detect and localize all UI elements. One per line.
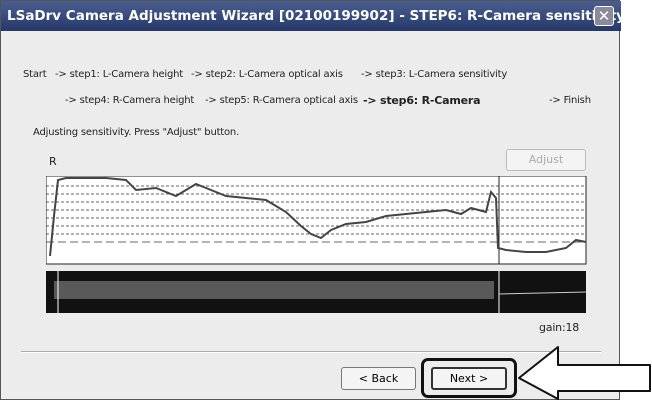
step: -> step4: R-Camera height [65, 95, 194, 106]
separator [21, 351, 601, 353]
graph-label: R [49, 155, 56, 168]
step: -> step1: L-Camera height [55, 69, 183, 80]
step: -> step3: L-Camera sensitivity [361, 69, 507, 80]
dialog: LSaDrv Camera Adjustment Wizard [0210019… [0, 0, 620, 400]
window-title: LSaDrv Camera Adjustment Wizard [0210019… [7, 8, 625, 24]
graph-frame [46, 176, 586, 264]
step: Start [23, 69, 46, 80]
page: LSaDrv Camera Adjustment Wizard [0210019… [0, 0, 652, 402]
step: -> step5: R-Camera optical axis [205, 95, 358, 106]
strip-band [54, 281, 494, 299]
back-button[interactable]: < Back [341, 367, 416, 390]
next-button[interactable]: Next > [431, 367, 507, 390]
step: -> Finish [549, 95, 591, 106]
title-bar: LSaDrv Camera Adjustment Wizard [0210019… [1, 1, 621, 31]
close-button[interactable]: ✕ [594, 6, 614, 26]
sensitivity-graph [46, 176, 587, 316]
current-step: -> step6: R-Camera [363, 94, 480, 107]
step: -> step2: L-Camera optical axis [191, 69, 343, 80]
instruction: Adjusting sensitivity. Press "Adjust" bu… [33, 127, 239, 138]
pointer-arrow [516, 343, 652, 401]
gain-label: gain:18 [539, 321, 579, 334]
adjust-button[interactable]: Adjust [506, 149, 586, 171]
